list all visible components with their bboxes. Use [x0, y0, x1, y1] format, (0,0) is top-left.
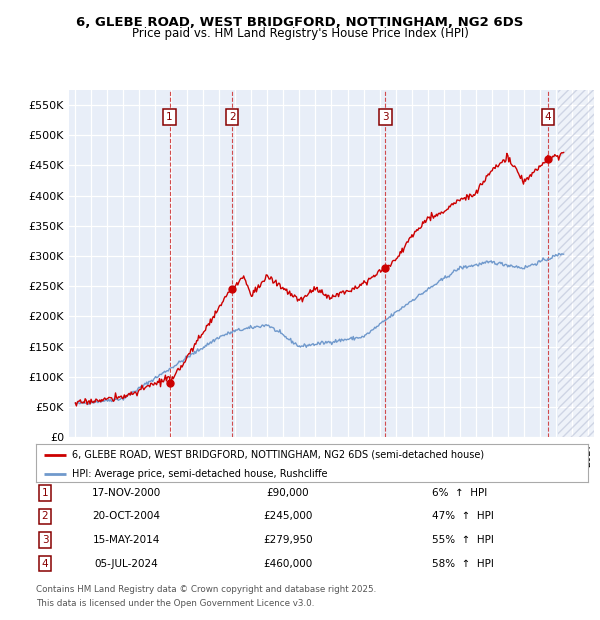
Text: £460,000: £460,000 [263, 559, 313, 569]
Text: 55%  ↑  HPI: 55% ↑ HPI [432, 535, 494, 545]
Text: 1: 1 [41, 488, 49, 498]
Text: 2: 2 [229, 112, 236, 122]
Text: 05-JUL-2024: 05-JUL-2024 [94, 559, 158, 569]
Text: £90,000: £90,000 [266, 488, 310, 498]
Text: 15-MAY-2014: 15-MAY-2014 [92, 535, 160, 545]
Text: 3: 3 [382, 112, 389, 122]
Text: This data is licensed under the Open Government Licence v3.0.: This data is licensed under the Open Gov… [36, 599, 314, 608]
Text: 20-OCT-2004: 20-OCT-2004 [92, 512, 160, 521]
Text: £279,950: £279,950 [263, 535, 313, 545]
Text: 2: 2 [41, 512, 49, 521]
Text: 4: 4 [544, 112, 551, 122]
Text: Price paid vs. HM Land Registry's House Price Index (HPI): Price paid vs. HM Land Registry's House … [131, 27, 469, 40]
Text: 17-NOV-2000: 17-NOV-2000 [91, 488, 161, 498]
Bar [559, 90, 594, 437]
Text: 58%  ↑  HPI: 58% ↑ HPI [432, 559, 494, 569]
Text: £245,000: £245,000 [263, 512, 313, 521]
Text: 6%  ↑  HPI: 6% ↑ HPI [432, 488, 487, 498]
Text: HPI: Average price, semi-detached house, Rushcliffe: HPI: Average price, semi-detached house,… [72, 469, 328, 479]
Bar [559, 90, 594, 437]
Text: 3: 3 [41, 535, 49, 545]
Text: 6, GLEBE ROAD, WEST BRIDGFORD, NOTTINGHAM, NG2 6DS (semi-detached house): 6, GLEBE ROAD, WEST BRIDGFORD, NOTTINGHA… [72, 450, 484, 459]
Text: 6, GLEBE ROAD, WEST BRIDGFORD, NOTTINGHAM, NG2 6DS: 6, GLEBE ROAD, WEST BRIDGFORD, NOTTINGHA… [76, 16, 524, 29]
Bar [559, 90, 594, 437]
Text: 47%  ↑  HPI: 47% ↑ HPI [432, 512, 494, 521]
Text: 1: 1 [166, 112, 173, 122]
Text: Contains HM Land Registry data © Crown copyright and database right 2025.: Contains HM Land Registry data © Crown c… [36, 585, 376, 595]
Text: 4: 4 [41, 559, 49, 569]
